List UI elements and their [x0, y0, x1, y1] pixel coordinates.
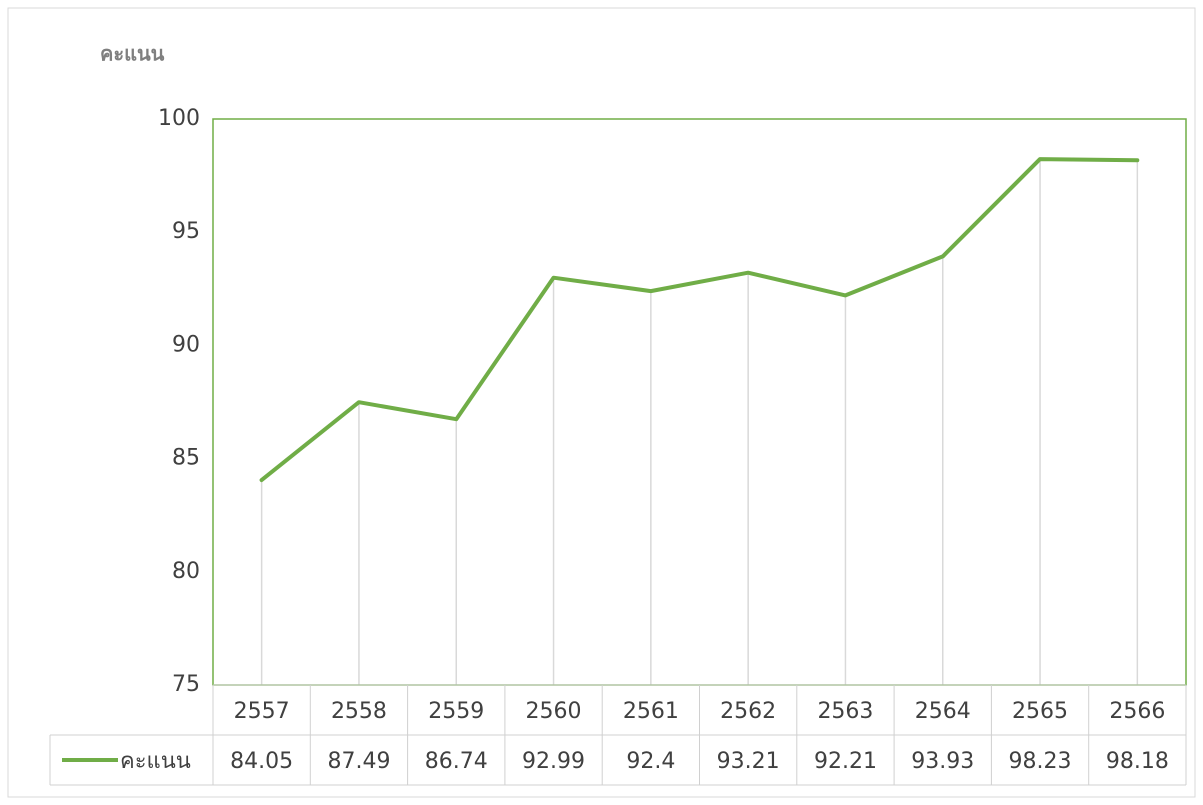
x-tick-label: 2557: [234, 699, 290, 724]
y-tick-label: 75: [172, 672, 200, 697]
x-tick-label: 2566: [1109, 699, 1165, 724]
table-value: 92.4: [626, 749, 675, 774]
table-value: 92.99: [522, 749, 585, 774]
table-value: 93.21: [717, 749, 780, 774]
table-value: 98.18: [1106, 749, 1169, 774]
table-value: 87.49: [327, 749, 390, 774]
x-tick-label: 2559: [428, 699, 484, 724]
x-tick-label: 2561: [623, 699, 679, 724]
table-value: 92.21: [814, 749, 877, 774]
x-tick-label: 2560: [526, 699, 582, 724]
table-value: 84.05: [230, 749, 293, 774]
line-series: [259, 157, 1140, 483]
x-tick-label: 2562: [720, 699, 776, 724]
table-value: 98.23: [1009, 749, 1072, 774]
x-tick-label: 2558: [331, 699, 387, 724]
y-tick-label: 85: [172, 446, 200, 471]
x-tick-label: 2564: [915, 699, 971, 724]
x-tick-label: 2565: [1012, 699, 1068, 724]
table-value: 86.74: [425, 749, 488, 774]
legend-label: คะแนน: [120, 749, 191, 774]
chart-border: [7, 7, 1196, 798]
table-value: 93.93: [911, 749, 974, 774]
x-tick-label: 2563: [817, 699, 873, 724]
y-tick-label: 100: [158, 106, 200, 131]
y-tick-label: 80: [172, 559, 200, 584]
y-axis-title: คะแนน: [100, 42, 165, 66]
y-tick-label: 90: [172, 332, 200, 357]
y-tick-label: 95: [172, 219, 200, 244]
